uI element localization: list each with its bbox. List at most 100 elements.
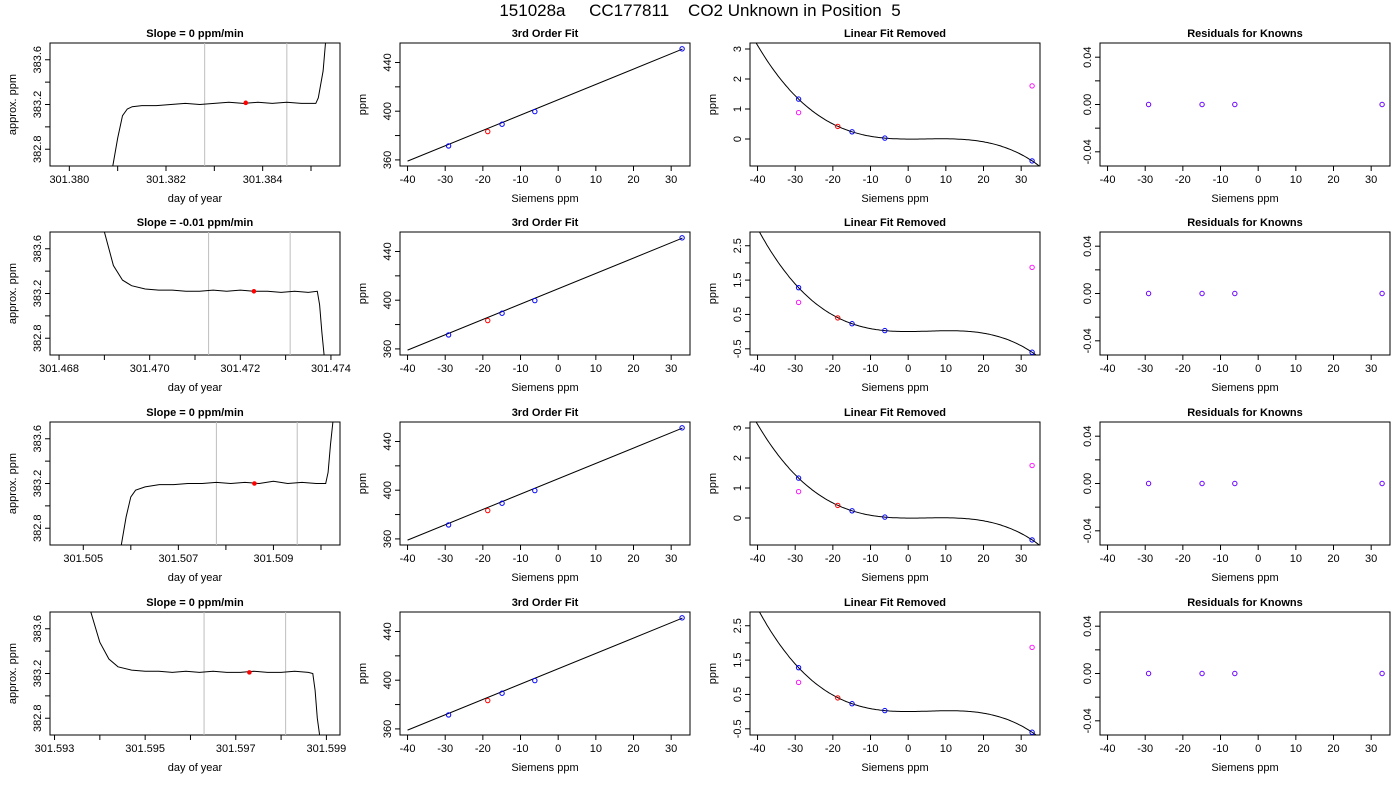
plot-title: Linear Fit Removed bbox=[844, 597, 946, 609]
x-tick-label: 20 bbox=[627, 553, 639, 565]
known-point bbox=[445, 522, 452, 528]
known-point bbox=[532, 297, 538, 304]
plot-title: Slope = -0.01 ppm/min bbox=[137, 217, 254, 229]
y-axis-label: ppm bbox=[357, 663, 369, 684]
y-tick-label: 1.5 bbox=[732, 272, 744, 287]
x-tick-label: 10 bbox=[590, 743, 602, 755]
x-tick-label: 30 bbox=[665, 743, 677, 755]
x-tick-label: -40 bbox=[400, 743, 416, 755]
known-point bbox=[1145, 101, 1152, 108]
x-tick-label: 10 bbox=[940, 174, 952, 186]
y-tick-label: 382.8 bbox=[32, 704, 44, 732]
chart-panel: Residuals for Knowns -40 -30 -20 -10 0 10 20 30 S… bbox=[1082, 407, 1391, 584]
x-axis-label: Siemens ppm bbox=[1211, 762, 1278, 774]
x-tick-label: 30 bbox=[1015, 174, 1027, 186]
plot-area bbox=[407, 235, 685, 351]
y-tick-label: 2.5 bbox=[732, 618, 744, 633]
known-point bbox=[499, 121, 505, 127]
y-tick-label: 383.2 bbox=[32, 470, 44, 498]
y-tick-label: 0.04 bbox=[1082, 235, 1094, 256]
known-point bbox=[445, 332, 452, 338]
plot-area bbox=[755, 422, 1040, 545]
chart-panel: Slope = -0.01 ppm/min 301.468 301.470 301.4… bbox=[7, 217, 351, 394]
y-tick-label: -0.04 bbox=[1082, 708, 1094, 733]
x-tick-label: 0 bbox=[905, 743, 911, 755]
x-tick-label: 30 bbox=[1365, 553, 1377, 565]
x-tick-label: -30 bbox=[1137, 743, 1153, 755]
x-axis-label: Siemens ppm bbox=[861, 382, 928, 394]
x-tick-label: 301.470 bbox=[130, 363, 170, 375]
known-point bbox=[1199, 480, 1205, 487]
x-tick-label: -20 bbox=[825, 743, 841, 755]
y-tick-label: 1 bbox=[732, 106, 744, 112]
x-tick-label: 20 bbox=[977, 363, 989, 375]
residual-point bbox=[795, 679, 802, 686]
plot-title: 3rd Order Fit bbox=[512, 597, 579, 609]
x-tick-label: -40 bbox=[750, 363, 766, 375]
x-tick-label: 10 bbox=[590, 174, 602, 186]
x-tick-label: -10 bbox=[513, 743, 529, 755]
known-point bbox=[1145, 670, 1152, 677]
x-tick-label: -10 bbox=[863, 743, 879, 755]
known-point bbox=[1199, 101, 1205, 108]
y-tick-label: 0.5 bbox=[732, 307, 744, 322]
plot-title: Linear Fit Removed bbox=[844, 217, 946, 229]
x-tick-label: -30 bbox=[437, 363, 453, 375]
y-tick-label: 0.00 bbox=[1082, 663, 1094, 684]
plot-title: Linear Fit Removed bbox=[844, 28, 946, 40]
chart-panel: Linear Fit Removed-40 -30 -20 -10 0 10 20 30Sie… bbox=[707, 407, 1041, 584]
x-axis-label: Siemens ppm bbox=[861, 572, 928, 584]
x-tick-label: -30 bbox=[787, 363, 803, 375]
x-tick-label: -30 bbox=[437, 743, 453, 755]
plot-area bbox=[755, 43, 1040, 166]
x-tick-label: 30 bbox=[1015, 363, 1027, 375]
unknown-point bbox=[485, 507, 491, 514]
x-tick-label: 10 bbox=[1290, 363, 1302, 375]
y-tick-label: 2 bbox=[732, 455, 744, 461]
x-tick-label: 10 bbox=[940, 363, 952, 375]
chart-panel: Linear Fit Removed-40 -30 -20 -10 0 10 20 30Sie… bbox=[707, 597, 1041, 774]
plot-title: 3rd Order Fit bbox=[512, 28, 579, 40]
y-tick-label: 1.5 bbox=[732, 652, 744, 667]
x-tick-label: 30 bbox=[1365, 363, 1377, 375]
y-tick-label: 3 bbox=[732, 46, 744, 52]
known-point bbox=[1199, 290, 1205, 297]
x-axis-label: day of year bbox=[168, 382, 223, 394]
known-point bbox=[1029, 349, 1035, 355]
known-point bbox=[882, 135, 888, 141]
residual-curve bbox=[758, 232, 1037, 355]
known-point bbox=[882, 327, 888, 334]
x-tick-label: 20 bbox=[1327, 743, 1339, 755]
unknown-point bbox=[835, 502, 841, 509]
plot-area bbox=[407, 615, 685, 731]
known-point bbox=[532, 677, 538, 684]
residual-point bbox=[795, 299, 802, 306]
y-tick-label: 383.2 bbox=[32, 280, 44, 308]
x-tick-label: 10 bbox=[940, 743, 952, 755]
y-axis-label: ppm bbox=[357, 94, 369, 115]
x-axis-label: day of year bbox=[168, 762, 223, 774]
residual-point bbox=[1029, 462, 1035, 469]
known-point bbox=[795, 475, 802, 481]
x-tick-label: 20 bbox=[1327, 363, 1339, 375]
y-axis-label: ppm bbox=[357, 473, 369, 494]
residual-point bbox=[795, 109, 802, 116]
y-axis-label: ppm bbox=[707, 283, 719, 304]
known-point bbox=[1145, 480, 1152, 487]
plot-frame bbox=[1099, 421, 1391, 546]
plot-frame bbox=[1099, 42, 1391, 167]
y-tick-label: 2 bbox=[732, 76, 744, 82]
y-tick-label: 0.00 bbox=[1082, 94, 1094, 115]
plot-title: Residuals for Knowns bbox=[1187, 597, 1303, 609]
residual-point bbox=[1029, 83, 1035, 89]
x-tick-label: 301.599 bbox=[307, 743, 347, 755]
plot-frame bbox=[399, 231, 691, 356]
x-tick-label: 0 bbox=[1255, 174, 1261, 186]
x-tick-label: -20 bbox=[1175, 553, 1191, 565]
unknown-point bbox=[485, 317, 491, 324]
x-tick-label: -10 bbox=[863, 553, 879, 565]
y-tick-label: 383.2 bbox=[32, 660, 44, 688]
x-tick-label: 30 bbox=[665, 174, 677, 186]
y-tick-label: 382.8 bbox=[32, 514, 44, 542]
